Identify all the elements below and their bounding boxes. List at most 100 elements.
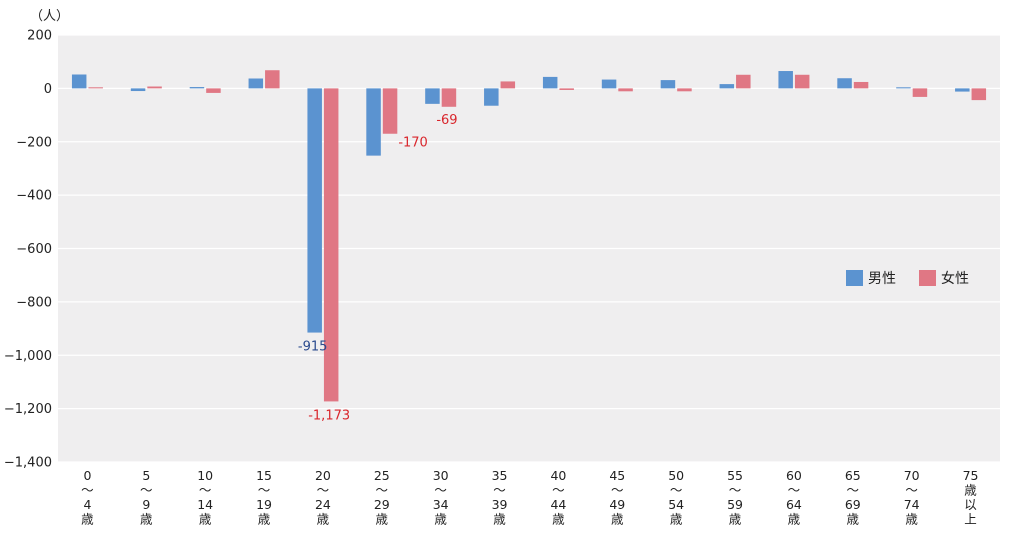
x-category-label-line: 25 (374, 468, 390, 483)
x-category-label-line: 〜 (788, 483, 801, 498)
x-category-label-line: 54 (668, 497, 684, 512)
x-category-label: 65〜69歳 (845, 468, 861, 527)
legend-label: 男性 (868, 271, 896, 287)
bar-male (366, 88, 381, 156)
y-tick-label: −400 (16, 189, 52, 204)
x-category-label-line: 0 (83, 468, 91, 483)
x-category-label-line: 34 (433, 497, 449, 512)
x-category-label-line: 65 (845, 468, 861, 483)
x-category-label-line: 5 (142, 468, 150, 483)
x-category-label-line: 10 (197, 468, 213, 483)
x-category-label-line: 〜 (729, 483, 742, 498)
y-tick-label: −600 (16, 242, 52, 257)
x-category-label: 30〜34歳 (433, 468, 449, 527)
data-label: -69 (436, 113, 457, 128)
x-category-label-line: 歳 (199, 512, 212, 527)
bar-female (794, 74, 810, 89)
x-category-label-line: 歳 (81, 512, 94, 527)
x-category-label: 25〜29歳 (374, 468, 390, 527)
legend: 男性 女性 (846, 270, 969, 287)
x-category-label-line: 75 (963, 468, 979, 483)
bar-male (71, 74, 87, 89)
x-category-label-line: 55 (727, 468, 743, 483)
x-category-label: 45〜49歳 (609, 468, 625, 527)
x-category-label-line: 歳 (493, 512, 506, 527)
x-category-label-line: 30 (433, 468, 449, 483)
bar-male (601, 79, 617, 89)
x-category-label-line: 4 (83, 497, 91, 512)
x-category-label-line: 歳 (376, 512, 389, 527)
x-category-label-line: 50 (668, 468, 684, 483)
x-category-label-line: 歳 (729, 512, 742, 527)
x-category-label-line: 〜 (552, 483, 565, 498)
x-category-label-line: 24 (315, 497, 331, 512)
bar-female (677, 88, 692, 92)
x-category-label-line: 39 (492, 497, 508, 512)
bar-female (853, 81, 869, 89)
legend-swatch (919, 270, 936, 286)
bars (71, 70, 987, 402)
bar-male (837, 78, 852, 89)
x-category-label-line: 歳 (670, 512, 683, 527)
x-category-label-line: 〜 (317, 483, 330, 498)
data-label: -1,173 (308, 408, 350, 423)
x-category-label-line: 〜 (434, 483, 447, 498)
x-category-label-line: 〜 (258, 483, 271, 498)
x-category-label-line: 歳 (317, 512, 330, 527)
x-category-label: 55〜59歳 (727, 468, 743, 527)
x-category-label-line: 〜 (493, 483, 506, 498)
y-tick-label: −1,400 (4, 456, 52, 471)
y-axis-tick-labels: 200 0 −200 −400 −600 −800 −1,000 −1,200 −1,400 (4, 29, 52, 471)
x-category-label-line: 〜 (199, 483, 212, 498)
x-category-label: 60〜64歳 (786, 468, 802, 527)
bar-female (323, 88, 339, 402)
bar-male (542, 76, 558, 89)
bar-female (618, 88, 633, 92)
x-category-label-line: 15 (256, 468, 272, 483)
x-category-label-line: 〜 (670, 483, 683, 498)
x-category-label-line: 〜 (905, 483, 918, 498)
y-tick-label: −800 (16, 295, 52, 310)
x-category-label-line: 歳 (552, 512, 565, 527)
y-tick-label: 200 (27, 29, 52, 44)
bar-female (441, 88, 457, 107)
y-tick-label: −1,200 (4, 402, 52, 417)
x-category-label-line: 49 (609, 497, 625, 512)
bar-female (88, 87, 103, 89)
y-tick-label: 0 (44, 82, 52, 97)
x-category-label-line: 20 (315, 468, 331, 483)
bar-female (736, 74, 751, 89)
x-category-label-line: 60 (786, 468, 802, 483)
data-label: -915 (298, 340, 328, 355)
x-axis-category-labels: 0〜4歳5〜9歳10〜14歳15〜19歳20〜24歳25〜29歳30〜34歳35… (81, 468, 978, 527)
x-category-label-line: 70 (904, 468, 920, 483)
bar-female (971, 88, 987, 101)
x-category-label-line: 35 (492, 468, 508, 483)
bar-male (719, 84, 735, 89)
x-category-label-line: 以 (964, 497, 977, 512)
x-category-label: 5〜9歳 (140, 468, 153, 527)
x-category-label-line: 〜 (847, 483, 860, 498)
bar-male (896, 87, 911, 89)
bar-male (425, 88, 440, 104)
x-category-label-line: 〜 (140, 483, 153, 498)
x-category-label-line: 歳 (905, 512, 918, 527)
x-category-label-line: 9 (142, 497, 150, 512)
bar-female (559, 88, 574, 90)
x-category-label-line: 44 (550, 497, 566, 512)
bar-female (206, 88, 221, 93)
y-tick-label: −1,000 (4, 349, 52, 364)
bar-male (955, 88, 970, 92)
x-category-label-line: 64 (786, 497, 802, 512)
y-tick-label: −200 (16, 135, 52, 150)
x-category-label-line: 歳 (140, 512, 153, 527)
x-category-label: 50〜54歳 (668, 468, 684, 527)
bar-male (660, 80, 676, 89)
bar-female (500, 81, 516, 89)
bar-male (130, 88, 146, 92)
x-category-label-line: 歳 (434, 512, 447, 527)
x-category-label: 10〜14歳 (197, 468, 213, 527)
x-category-label-line: 19 (256, 497, 272, 512)
